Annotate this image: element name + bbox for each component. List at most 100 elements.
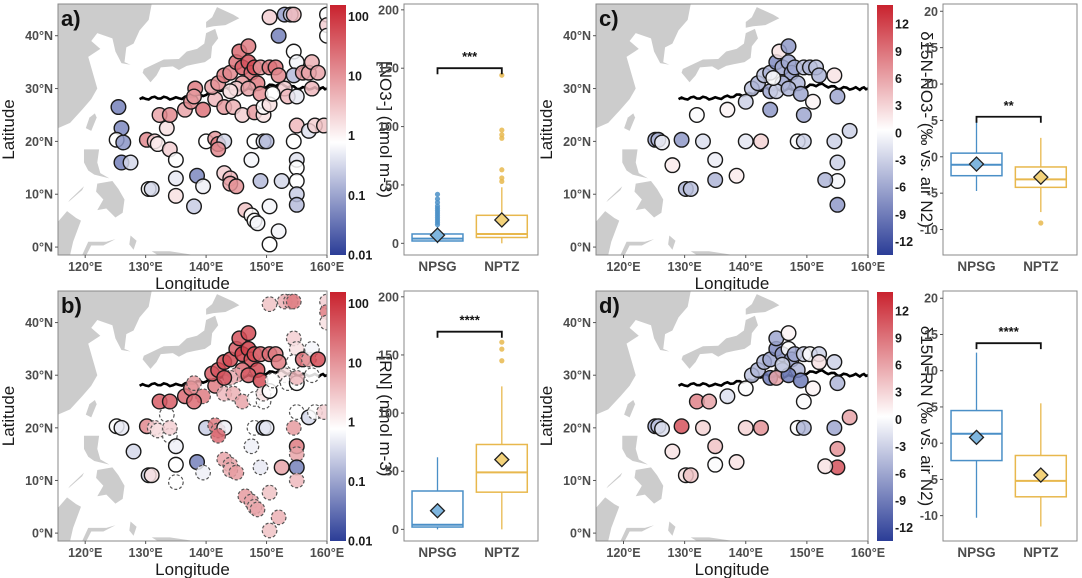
panel-label: a) bbox=[61, 6, 81, 31]
land-polygon bbox=[82, 239, 116, 255]
station-point bbox=[673, 131, 690, 148]
x-axis-label: Longitude bbox=[155, 274, 230, 293]
station-point bbox=[228, 464, 245, 481]
station-point bbox=[261, 9, 278, 26]
y-tick-label: -10 bbox=[920, 509, 938, 523]
land-layer bbox=[58, 4, 327, 255]
y-tick-label: 0 bbox=[392, 237, 399, 251]
box-npsg bbox=[950, 352, 1003, 518]
box-npsg bbox=[950, 121, 1003, 191]
x-tick-label: NPSG bbox=[957, 545, 995, 560]
panel-label: d) bbox=[599, 293, 620, 318]
outlier-point bbox=[499, 72, 505, 78]
station-point bbox=[319, 27, 327, 44]
y-axis-label: Latitude bbox=[0, 99, 18, 160]
x-tick-label: 120°E bbox=[68, 260, 102, 274]
significance-bracket bbox=[975, 342, 1042, 350]
y-tick-label: 20°N bbox=[25, 421, 53, 435]
land-polygon bbox=[96, 181, 125, 218]
mean-diamond bbox=[429, 502, 446, 519]
mean-diamond bbox=[493, 212, 510, 228]
box-npsg bbox=[411, 457, 464, 530]
station-point bbox=[673, 418, 690, 435]
y-tick-label: 200 bbox=[378, 290, 399, 304]
outlier-point bbox=[434, 191, 441, 197]
station-point bbox=[258, 419, 275, 436]
station-point bbox=[125, 443, 142, 460]
station-point bbox=[780, 325, 797, 342]
mean-diamond bbox=[968, 156, 985, 172]
map-panel-b: 120°E 130°E 140°E 150°E 160°E 0°N 10°N 20°N 30°N… bbox=[0, 290, 395, 578]
panel-label: b) bbox=[61, 293, 82, 318]
map-panel-a: 120°E 130°E 140°E 150°E 160°E 0°N 10°N 20°N 30°N… bbox=[0, 3, 395, 293]
station-point bbox=[273, 459, 290, 476]
station-point bbox=[774, 356, 791, 373]
station-point bbox=[195, 178, 212, 195]
colorbar-title: δ15N-RN (‰ vs. air N2) bbox=[917, 326, 936, 506]
x-tick-label: 140°E bbox=[189, 260, 223, 274]
x-tick-label: 160°E bbox=[851, 260, 885, 274]
map-background bbox=[58, 4, 327, 255]
station-point bbox=[186, 393, 203, 410]
station-point bbox=[113, 419, 130, 436]
colorbar-title: δ15N-NO3- (‰ vs. air N2) bbox=[917, 31, 936, 228]
station-point bbox=[288, 472, 305, 489]
box-nptz bbox=[1014, 137, 1068, 226]
y-tick-label: 40°N bbox=[563, 316, 591, 330]
station-point bbox=[167, 151, 184, 168]
land-polygon bbox=[668, 521, 676, 536]
y-tick-label: -5 bbox=[927, 473, 938, 487]
land-polygon bbox=[620, 239, 655, 255]
box-npsg bbox=[411, 191, 464, 244]
x-tick-label: 160°E bbox=[310, 260, 344, 274]
significance-bracket bbox=[975, 115, 1042, 123]
station-point bbox=[694, 133, 711, 150]
land-polygon bbox=[68, 472, 84, 489]
y-axis-label: Latitude bbox=[537, 99, 556, 160]
land-polygon bbox=[82, 525, 116, 541]
colorbar-tick-label: -9 bbox=[895, 208, 906, 222]
x-tick-label: 160°E bbox=[310, 546, 344, 560]
colorbar-tick-label: 12 bbox=[895, 305, 909, 319]
y-tick-label: 150 bbox=[378, 62, 399, 76]
colorbar-tick-label: 1 bbox=[348, 129, 355, 143]
station-point bbox=[285, 133, 302, 150]
colorbar: -12 -9 -6 -3 0 3 6 9 12 δ15N-RN (‰ vs. air N2) bbox=[877, 292, 936, 541]
colorbar-tick-label: 100 bbox=[348, 10, 369, 24]
land-polygon bbox=[596, 4, 691, 129]
colorbar-tick-label: 10 bbox=[348, 70, 362, 84]
land-polygon bbox=[151, 251, 195, 255]
boxplot-frame bbox=[942, 3, 1078, 256]
y-tick-label: 10°N bbox=[25, 474, 53, 488]
colorbar-tick-label: 0.1 bbox=[348, 189, 365, 203]
y-tick-label: 0°N bbox=[570, 241, 591, 255]
land-polygon bbox=[634, 181, 664, 218]
station-point bbox=[688, 106, 705, 123]
outlier-point bbox=[499, 339, 505, 345]
station-point bbox=[753, 133, 770, 150]
y-tick-label: 0°N bbox=[32, 527, 53, 541]
box-iqr bbox=[475, 443, 529, 493]
y-tick-label: 5 bbox=[931, 114, 938, 128]
land-polygon bbox=[596, 211, 620, 255]
station-point bbox=[161, 106, 178, 123]
colorbar: 0.01 0.1 1 10 100 [NO3-] (nmol m-3) bbox=[330, 5, 395, 263]
station-point bbox=[167, 170, 184, 187]
y-tick-label: 20°N bbox=[563, 135, 591, 149]
station-point bbox=[829, 154, 846, 171]
station-point bbox=[315, 117, 327, 134]
station-point bbox=[143, 467, 160, 484]
station-point bbox=[309, 64, 326, 81]
x-tick-label: 150°E bbox=[790, 260, 824, 274]
x-tick-label: 120°E bbox=[606, 546, 640, 560]
land-polygon bbox=[606, 472, 623, 489]
land-polygon bbox=[85, 113, 97, 131]
x-tick-label: NPTZ bbox=[484, 259, 519, 274]
boxplot-a-box: 0 50 100 150 200 NPSG NPTZ *** bbox=[378, 3, 539, 274]
colorbar-tick-label: 9 bbox=[895, 45, 902, 59]
map-frame bbox=[57, 290, 328, 542]
land-polygon bbox=[624, 399, 636, 418]
station-point bbox=[216, 369, 233, 386]
station-point bbox=[270, 354, 287, 371]
station-point bbox=[158, 120, 175, 137]
